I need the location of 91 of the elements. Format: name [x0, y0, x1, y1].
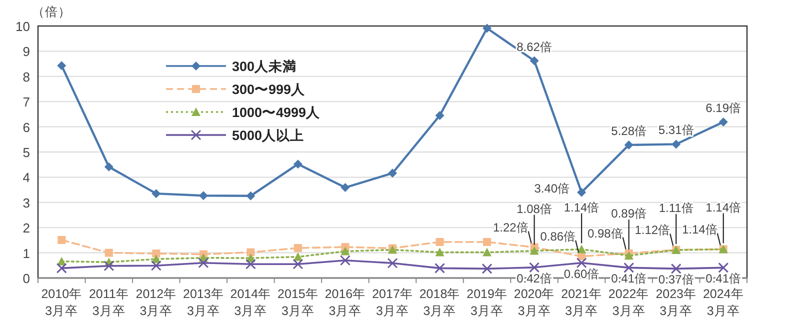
y-tick-label: 6: [22, 120, 30, 135]
point: [340, 246, 350, 256]
point: [577, 244, 586, 254]
y-tick-label: 4: [22, 170, 30, 186]
point: [435, 248, 444, 256]
point: [482, 248, 492, 256]
y-tick-label: 10: [16, 19, 30, 34]
x-tick-label: 2024年 3月卒: [702, 287, 744, 318]
point: [293, 160, 302, 169]
point: [435, 110, 444, 120]
x-tick-label: 2015年 3月卒: [278, 287, 318, 318]
point: [434, 262, 446, 274]
point: [436, 238, 444, 246]
point: [530, 246, 539, 255]
data-label: 1.12倍: [634, 222, 670, 237]
data-label: 3.40倍: [534, 181, 570, 196]
x-tick-label: 2014年 3月卒: [230, 287, 272, 318]
point: [387, 258, 398, 268]
legend-label: 1000〜4999人: [232, 105, 322, 120]
y-axis-title: （倍）: [32, 5, 71, 19]
point: [104, 162, 114, 172]
x-tick-label: 2019年 3月卒: [466, 287, 508, 318]
legend-label: 300人未満: [232, 59, 297, 74]
point: [246, 191, 256, 200]
data-label: 5.28倍: [611, 124, 647, 138]
point: [198, 191, 208, 200]
data-label: 1.22倍: [492, 220, 528, 234]
x-tick-label: 2012年 3月卒: [136, 287, 177, 318]
data-label: 5.31倍: [658, 123, 694, 138]
point: [577, 188, 586, 197]
y-tick-label: 8: [22, 69, 30, 84]
point: [246, 248, 255, 256]
y-tick-label: 1: [22, 246, 30, 261]
point: [150, 260, 162, 271]
x-tick-label: 2022年 3月卒: [608, 287, 650, 318]
x-tick-label: 2020年 3月卒: [514, 287, 555, 318]
point: [718, 262, 729, 273]
point: [56, 262, 67, 274]
y-tick-label: 9: [22, 44, 30, 60]
point: [483, 238, 492, 246]
point: [57, 61, 66, 70]
point: [245, 258, 256, 270]
point: [624, 251, 634, 260]
point: [388, 168, 397, 178]
data-label: 1.08倍: [516, 202, 552, 216]
data-label: 0.86倍: [540, 229, 576, 244]
point: [340, 255, 350, 266]
point: [293, 252, 302, 261]
point: [198, 258, 209, 268]
x-tick-label: 2023年 3月卒: [656, 287, 697, 318]
point: [340, 183, 350, 192]
data-label: 0.98倍: [587, 226, 623, 240]
point: [152, 250, 160, 258]
y-tick-label: 3: [22, 195, 30, 210]
point: [58, 236, 66, 244]
x-tick-label: 2016年 3月卒: [324, 287, 366, 318]
x-tick-label: 2018年 3月卒: [419, 287, 460, 318]
y-tick-label: 0: [22, 271, 30, 286]
data-label: 6.19倍: [706, 101, 742, 116]
legend-label: 300〜999人: [232, 82, 306, 97]
point: [576, 258, 587, 268]
data-label: 1.14倍: [682, 222, 718, 236]
data-label: 1.11倍: [658, 201, 694, 216]
point: [530, 56, 539, 66]
point: [718, 118, 728, 127]
data-label: 1.14倍: [706, 200, 742, 214]
legend-label: 5000人以上: [232, 128, 304, 143]
x-tick-label: 2010年 3月卒: [41, 287, 82, 318]
point: [624, 262, 634, 273]
data-label: 8.62倍: [516, 40, 552, 54]
y-tick-label: 5: [22, 145, 30, 160]
x-tick-label: 2013年 3月卒: [183, 287, 224, 318]
x-tick-label: 2021年 3月卒: [561, 287, 602, 318]
y-tick-label: 7: [22, 94, 30, 110]
point: [292, 258, 304, 270]
point: [672, 140, 681, 149]
point: [104, 248, 113, 257]
x-tick-label: 2011年 3月卒: [88, 287, 129, 318]
point: [294, 244, 302, 252]
y-tick-label: 2: [22, 220, 30, 236]
point: [529, 262, 540, 273]
point: [670, 263, 682, 274]
point: [624, 140, 634, 150]
point: [482, 24, 492, 33]
point: [482, 263, 492, 274]
x-tick-label: 2017年 3月卒: [372, 287, 413, 318]
point: [104, 260, 114, 272]
data-label: 0.89倍: [611, 206, 647, 221]
point: [152, 189, 161, 198]
data-label: 1.14倍: [564, 200, 600, 214]
data-label: 0.60倍: [564, 266, 600, 281]
